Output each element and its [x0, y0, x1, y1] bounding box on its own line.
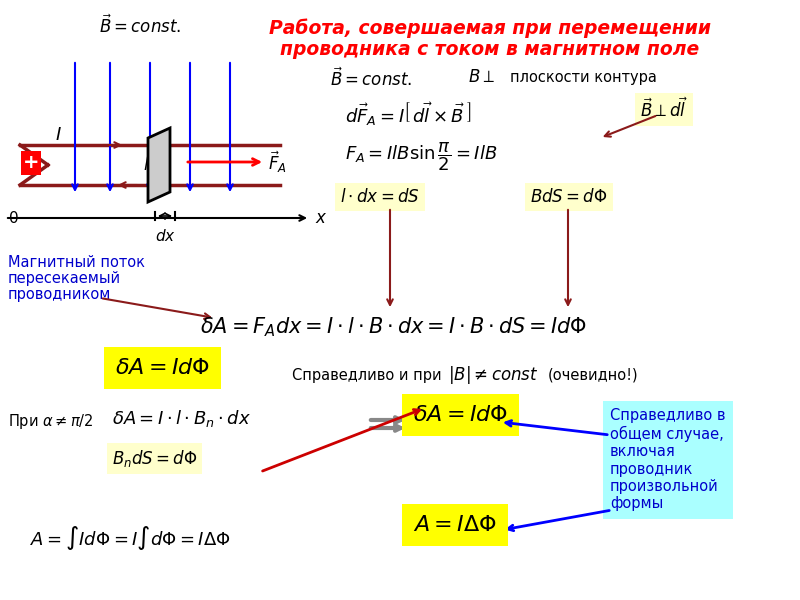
Text: $F_A = IlB\sin\dfrac{\pi}{2} = IlB$: $F_A = IlB\sin\dfrac{\pi}{2} = IlB$ — [345, 140, 498, 173]
Text: $\delta A = Id\Phi$: $\delta A = Id\Phi$ — [413, 405, 508, 425]
Polygon shape — [148, 128, 170, 202]
Text: $\vec{B} = const.$: $\vec{B} = const.$ — [330, 68, 412, 91]
Text: $0$: $0$ — [8, 210, 18, 226]
Text: +: + — [22, 154, 39, 173]
Text: Справедливо и при: Справедливо и при — [292, 368, 442, 383]
Text: $A = \int Id\Phi = I\int d\Phi = I\Delta\Phi$: $A = \int Id\Phi = I\int d\Phi = I\Delta… — [30, 524, 230, 552]
Text: $dx$: $dx$ — [154, 228, 175, 244]
Text: (очевидно!): (очевидно!) — [548, 368, 638, 383]
Text: $\delta A = F_A dx = I \cdot l \cdot B \cdot dx = I \cdot B \cdot dS = Id\Phi$: $\delta A = F_A dx = I \cdot l \cdot B \… — [200, 315, 587, 338]
Text: $x$: $x$ — [315, 209, 327, 227]
Text: $\delta A = I \cdot l \cdot B_n \cdot dx$: $\delta A = I \cdot l \cdot B_n \cdot dx… — [112, 408, 251, 429]
Text: $d\vec{F}_A = I\left[\,d\vec{l} \times \vec{B}\,\right]$: $d\vec{F}_A = I\left[\,d\vec{l} \times \… — [345, 100, 471, 127]
Text: $\delta A = Id\Phi$: $\delta A = Id\Phi$ — [115, 358, 210, 378]
Text: $l$: $l$ — [142, 156, 150, 174]
FancyBboxPatch shape — [21, 151, 41, 175]
Text: $B_n dS = d\Phi$: $B_n dS = d\Phi$ — [112, 448, 198, 469]
Text: проводника с током в магнитном поле: проводника с током в магнитном поле — [280, 40, 700, 59]
Text: плоскости контура: плоскости контура — [510, 70, 657, 85]
Text: $\vec{B} = const.$: $\vec{B} = const.$ — [99, 15, 181, 37]
Text: пересекаемый: пересекаемый — [8, 271, 121, 286]
Text: $A = I\Delta\Phi$: $A = I\Delta\Phi$ — [413, 515, 497, 535]
Text: Справедливо в
общем случае,
включая
проводник
произвольной
формы: Справедливо в общем случае, включая пров… — [610, 408, 726, 511]
Text: Магнитный поток: Магнитный поток — [8, 255, 145, 270]
Text: $\vec{F}_A$: $\vec{F}_A$ — [268, 149, 287, 175]
Text: $l \cdot dx = dS$: $l \cdot dx = dS$ — [340, 188, 420, 206]
Text: $\vec{B} \perp d\vec{l}$: $\vec{B} \perp d\vec{l}$ — [640, 98, 689, 121]
Text: Работа, совершаемая при перемещении: Работа, совершаемая при перемещении — [269, 18, 711, 38]
Text: При $\alpha \neq \pi/2$: При $\alpha \neq \pi/2$ — [8, 412, 93, 431]
Text: проводником: проводником — [8, 287, 111, 302]
Text: $BdS = d\Phi$: $BdS = d\Phi$ — [530, 188, 607, 206]
Text: $|B| \neq const$: $|B| \neq const$ — [448, 364, 538, 386]
Text: $I$: $I$ — [54, 126, 62, 144]
Text: $B \perp$: $B \perp$ — [468, 68, 495, 86]
